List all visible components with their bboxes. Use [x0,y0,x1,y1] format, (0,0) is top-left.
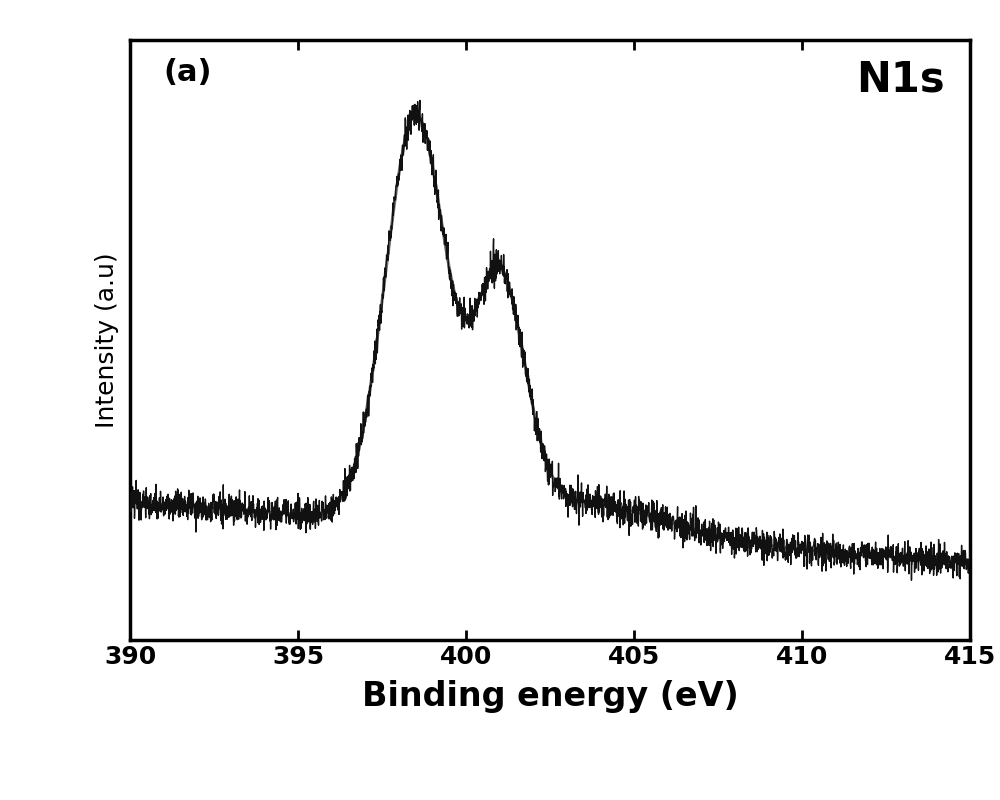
X-axis label: Binding energy (eV): Binding energy (eV) [362,680,738,713]
Y-axis label: Intensity (a.u): Intensity (a.u) [95,252,119,428]
Text: N1s: N1s [856,58,945,100]
Text: (a): (a) [164,58,212,87]
